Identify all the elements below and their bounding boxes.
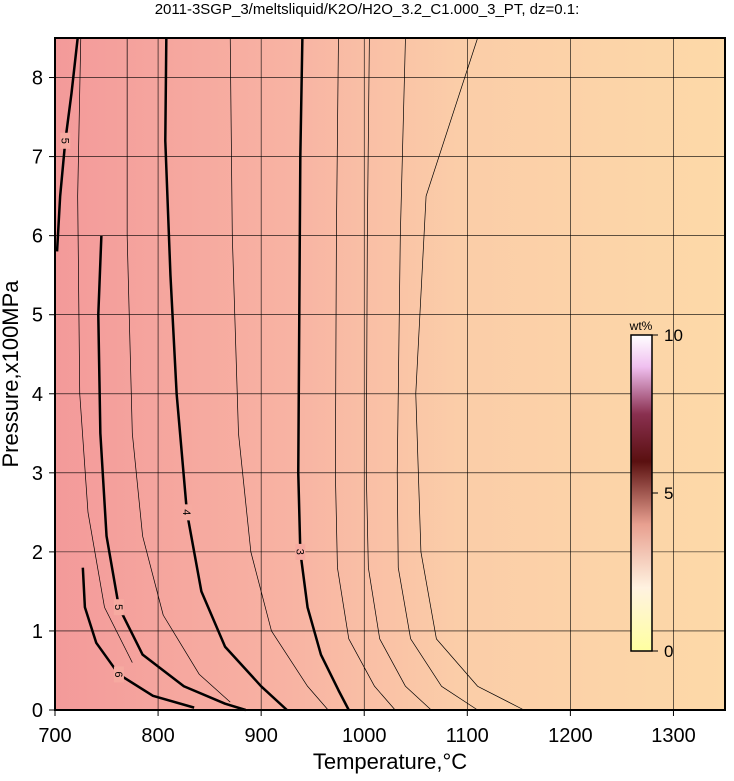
contour-label: 6 [112, 671, 124, 677]
contour-label: 5 [112, 604, 124, 610]
contour-label-bg [113, 666, 124, 683]
x-tick-label: 700 [38, 725, 71, 747]
contour-label-bg [113, 599, 124, 616]
contour-label: 5 [58, 138, 70, 144]
chart-title: 2011-3SGP_3/meltsliquid/K2O/H2O_3.2_C1.0… [155, 1, 580, 18]
thin-contour [77, 37, 133, 663]
x-tick-label: 800 [141, 725, 174, 747]
contour-label: 3 [293, 549, 305, 555]
colorbar-tick-label: 10 [664, 326, 683, 345]
y-tick-label: 5 [32, 305, 43, 327]
contour-label-bg [295, 543, 306, 560]
y-tick-label: 6 [32, 226, 43, 248]
x-tick-label: 1100 [446, 725, 489, 747]
colorbar-label: wt% [629, 319, 653, 333]
x-tick-label: 1000 [342, 725, 387, 747]
thin-contour [415, 37, 525, 711]
y-tick-label: 7 [32, 147, 43, 169]
y-tick-label: 0 [32, 700, 43, 722]
plot-area: 3 4 5 6 5 [54, 37, 725, 712]
x-tick-label: 1300 [651, 725, 696, 747]
colorbar-tick-label: 5 [664, 484, 673, 503]
contour-label-bg [60, 132, 71, 149]
thin-contour [229, 37, 329, 711]
plot-frame [54, 37, 726, 711]
thin-contour [365, 37, 432, 711]
contour [81, 567, 195, 709]
thin-contour [335, 37, 396, 711]
colorbar [630, 334, 653, 652]
y-axis-label: Pressure,x100MPa [0, 280, 23, 468]
colorbar-tick-label: 0 [664, 642, 673, 661]
thin-contour [126, 38, 231, 703]
x-tick-label: 900 [244, 725, 277, 747]
x-axis-label: Temperature,°C [313, 749, 467, 774]
y-tick-label: 2 [32, 542, 43, 564]
y-tick-label: 8 [32, 68, 43, 90]
y-tick-label: 1 [32, 621, 43, 643]
x-tick-label: 1200 [548, 725, 593, 747]
thin-contour [396, 37, 478, 711]
contour-label-bg [181, 504, 192, 521]
contour-label: 4 [180, 509, 192, 515]
y-tick-label: 4 [32, 384, 43, 406]
y-tick-label: 3 [32, 463, 43, 485]
plot-background [55, 38, 725, 710]
